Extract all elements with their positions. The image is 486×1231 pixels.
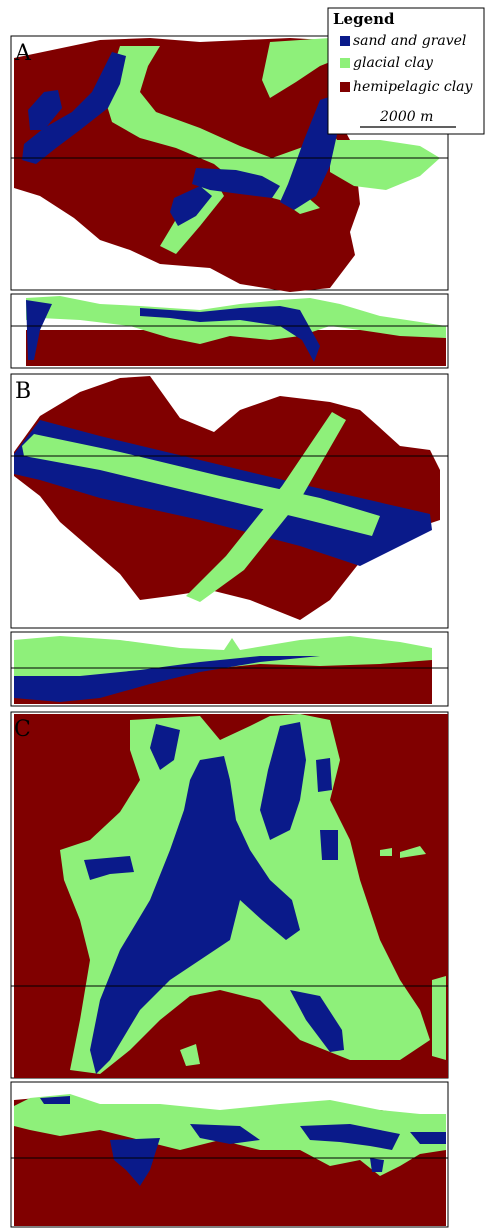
panel-a-sand-channel [22, 52, 126, 164]
legend-label-glacial: glacial clay [353, 55, 434, 71]
panel-a-label: A [14, 41, 32, 66]
panel-a-section-sand [26, 300, 320, 362]
panel-c-sand-small-1 [316, 758, 338, 860]
legend-box [327, 7, 485, 135]
panel-a-glacial-right [330, 140, 440, 190]
panel-c-sand-topleft [150, 724, 180, 770]
legend: Legend sand and gravel glacial clay hemi… [327, 7, 485, 135]
panel-c-glacial-right [380, 846, 426, 858]
panel-a-glacial-topright [262, 38, 345, 98]
legend-swatch-glacial [340, 58, 350, 68]
panel-c-glacial-bottom [180, 1044, 200, 1066]
legend-swatch-sand [340, 36, 350, 46]
panel-c-section [10, 1081, 449, 1228]
panel-b-map: B [10, 373, 449, 629]
panel-b-glacial-diagonal [186, 412, 346, 602]
panel-c-sand-left [84, 856, 134, 880]
panel-a-glacial-river [104, 46, 340, 214]
panel-b-section [10, 631, 449, 707]
panel-c-label: C [14, 717, 31, 742]
panel-c-glacial-low-right [432, 976, 446, 1060]
scale-bar-label: 2000 m [379, 109, 433, 125]
panel-a-sand-left [28, 90, 62, 130]
legend-title: Legend [333, 10, 395, 28]
panel-a-sand-center [170, 186, 212, 226]
panel-a-section-hemi [26, 330, 446, 366]
panel-c-sand-lower [290, 990, 344, 1052]
legend-label-hemi: hemipelagic clay [353, 79, 474, 95]
panel-c-map: C [10, 711, 449, 1079]
panel-a-sand-right [280, 96, 338, 210]
panel-c-sand-main [90, 756, 300, 1074]
panel-b-section-sand [14, 656, 320, 702]
legend-label-sand: sand and gravel [353, 33, 466, 49]
panel-c-sand-right [260, 722, 306, 840]
panel-a-section [10, 293, 449, 369]
panel-b-label: B [15, 379, 31, 404]
panel-a-sand-middle [192, 168, 280, 198]
legend-swatch-hemi [340, 82, 350, 92]
panel-c-section-sand [40, 1096, 446, 1186]
